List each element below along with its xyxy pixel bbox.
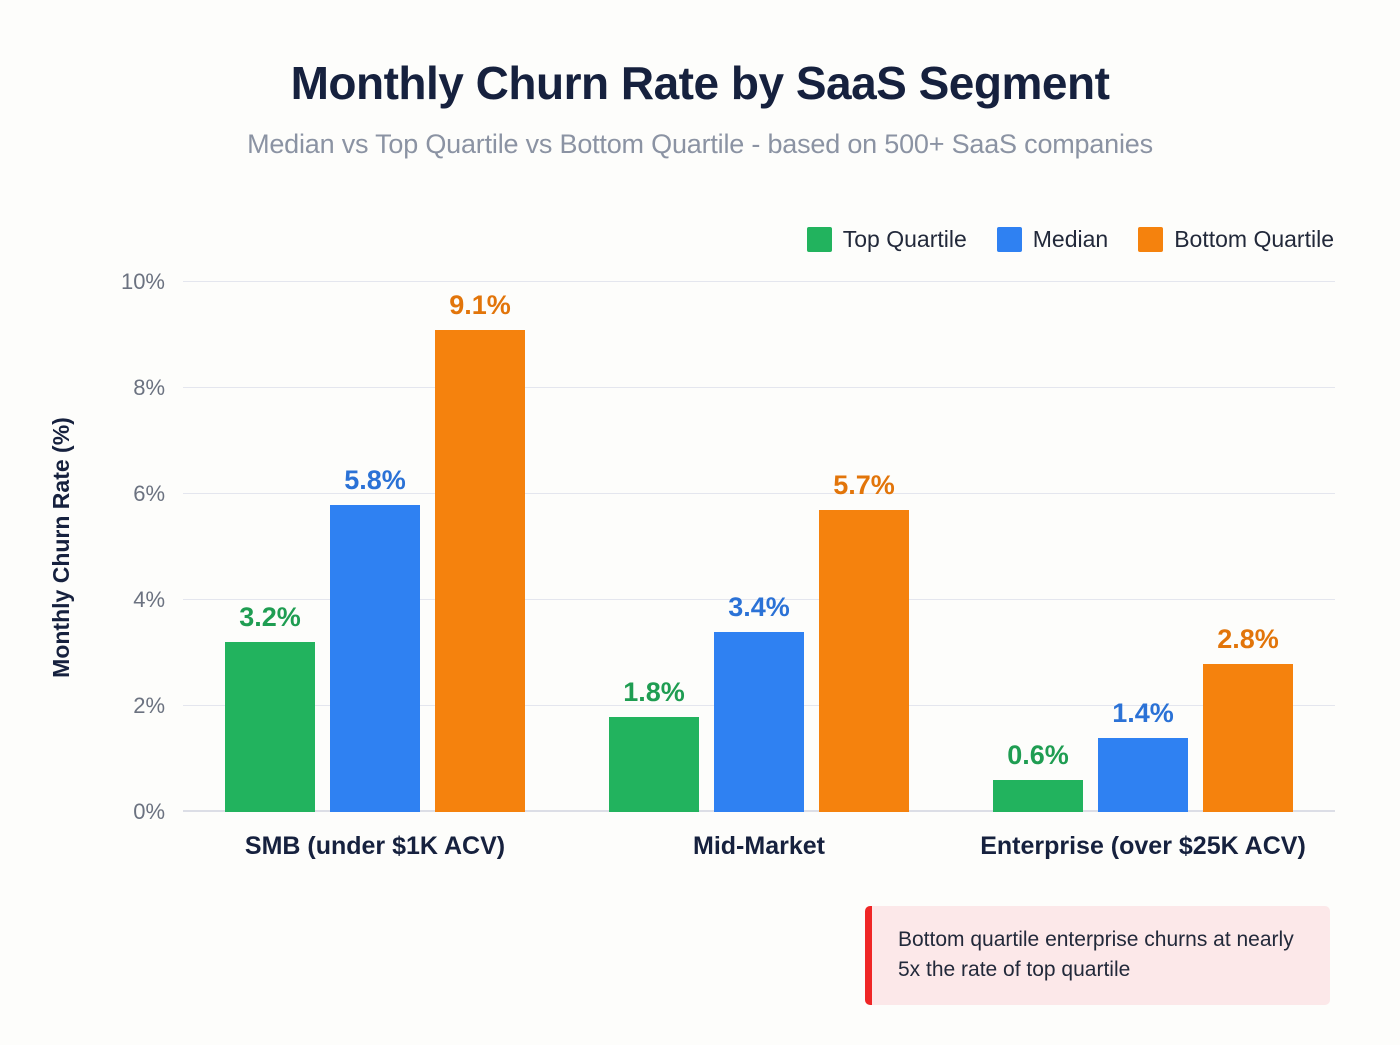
bar-column[interactable]: 5.7% xyxy=(819,282,909,812)
bar-value-label: 9.1% xyxy=(449,289,511,320)
bar-column[interactable]: 3.2% xyxy=(225,282,315,812)
chart-subtitle: Median vs Top Quartile vs Bottom Quartil… xyxy=(247,128,1153,159)
y-axis-tick: 0% xyxy=(133,799,165,824)
x-axis-category-label: Enterprise (over $25K ACV) xyxy=(980,832,1306,860)
bar[interactable] xyxy=(609,716,699,812)
bar[interactable] xyxy=(435,329,525,812)
legend-item-label: Top Quartile xyxy=(842,226,967,252)
annotation-text: Bottom quartile enterprise churns at nea… xyxy=(898,928,1294,981)
annotation-callout: Bottom quartile enterprise churns at nea… xyxy=(865,906,1330,1005)
legend-item-bottom-quartile[interactable]: Bottom Quartile xyxy=(1138,226,1334,253)
y-axis-tick: 8% xyxy=(133,375,165,400)
bar-column[interactable]: 3.4% xyxy=(714,282,804,812)
bar-group: 1.8% 3.4% 5.7% xyxy=(567,282,951,812)
bar-group: 3.2% 5.8% 9.1% xyxy=(183,282,567,812)
bar-value-label: 3.2% xyxy=(239,602,301,633)
gridline xyxy=(183,599,1335,600)
bar-column[interactable]: 2.8% xyxy=(1203,282,1293,812)
legend-swatch-icon xyxy=(1138,227,1164,252)
y-axis-tick-labels: 10% 8% 6% 4% 2% 0% xyxy=(103,269,165,824)
bar-value-label: 5.8% xyxy=(344,464,406,495)
bar-value-label: 0.6% xyxy=(1007,740,1069,771)
legend-item-median[interactable]: Median xyxy=(996,226,1109,253)
bar[interactable] xyxy=(225,642,315,812)
bar[interactable] xyxy=(819,509,909,812)
chart-header: Monthly Churn Rate by SaaS Segment Media… xyxy=(0,0,1400,160)
legend-swatch-icon xyxy=(996,227,1022,252)
bar-value-label: 1.4% xyxy=(1112,697,1174,728)
bar-column[interactable]: 1.8% xyxy=(609,282,699,812)
bar-column[interactable]: 5.8% xyxy=(330,282,420,812)
plot-area: 3.2% 5.8% 9.1% 1.8% 3.4% 5.7% 0.6% 1.4% 2.8% xyxy=(183,281,1335,812)
bar-value-label: 1.8% xyxy=(623,676,685,707)
bar-group: 0.6% 1.4% 2.8% xyxy=(951,282,1335,812)
legend-item-label: Median xyxy=(1032,226,1109,252)
chart-legend: Top Quartile Median Bottom Quartile xyxy=(806,226,1334,253)
bar[interactable] xyxy=(993,780,1083,812)
legend-item-top-quartile[interactable]: Top Quartile xyxy=(806,226,967,253)
gridline xyxy=(183,281,1335,282)
bar-column[interactable]: 1.4% xyxy=(1098,282,1188,812)
legend-item-label: Bottom Quartile xyxy=(1174,226,1334,252)
y-axis-tick: 6% xyxy=(133,481,165,506)
x-axis-category-label: Mid-Market xyxy=(693,832,825,860)
y-axis-tick: 2% xyxy=(133,693,165,718)
gridline xyxy=(183,387,1335,388)
page-title: Monthly Churn Rate by SaaS Segment xyxy=(290,57,1110,109)
bar[interactable] xyxy=(330,504,420,812)
bar-value-label: 5.7% xyxy=(833,469,895,500)
gridline xyxy=(183,493,1335,494)
bar-value-label: 2.8% xyxy=(1217,623,1279,654)
x-axis-category-label: SMB (under $1K ACV) xyxy=(244,832,506,860)
bar-column[interactable]: 9.1% xyxy=(435,282,525,812)
y-axis-title: Monthly Churn Rate (%) xyxy=(44,282,78,812)
y-axis-title-label: Monthly Churn Rate (%) xyxy=(47,416,74,678)
legend-swatch-icon xyxy=(806,227,832,252)
bar-value-label: 3.4% xyxy=(728,591,790,622)
bar[interactable] xyxy=(714,631,804,812)
bar[interactable] xyxy=(1203,663,1293,812)
y-axis-tick: 10% xyxy=(120,269,165,294)
bar-column[interactable]: 0.6% xyxy=(993,282,1083,812)
bar[interactable] xyxy=(1098,737,1188,812)
y-axis-tick: 4% xyxy=(133,587,165,612)
